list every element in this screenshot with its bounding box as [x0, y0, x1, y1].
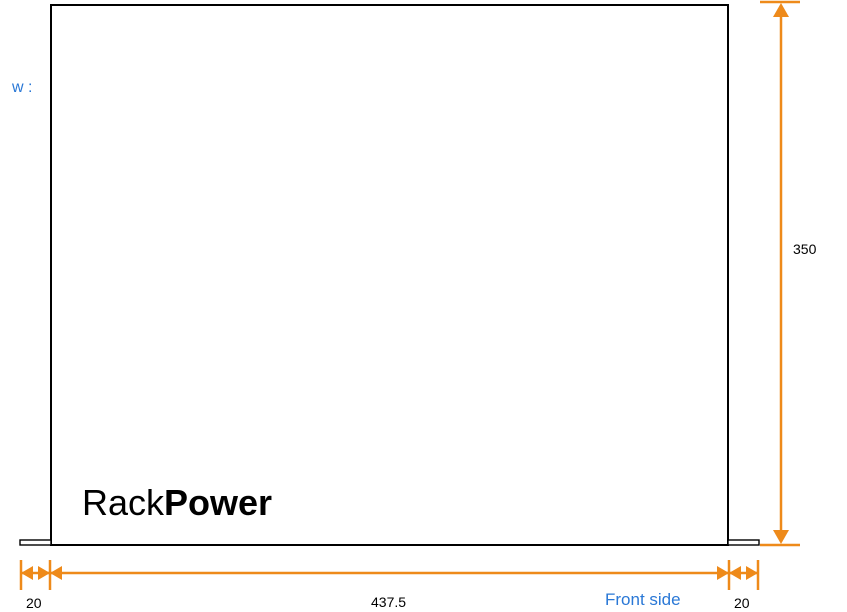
width-arrow-left [50, 566, 62, 580]
chassis-outline [50, 4, 729, 546]
brand-logo-regular: Rack [82, 482, 165, 523]
brand-logo-bold: Power [164, 482, 272, 523]
view-label: w : [11, 79, 32, 96]
left-ear-arrow-start [21, 566, 33, 580]
height-arrow-top [773, 3, 789, 17]
right-ear-arrow [729, 566, 741, 580]
left-ear-dimension-label: 20 [26, 595, 42, 611]
right-ear-dimension-label: 20 [734, 595, 750, 611]
height-dimension-label: 350 [793, 241, 817, 257]
width-dimension-chain [19, 560, 760, 590]
height-arrow-bottom [773, 530, 789, 544]
height-dimension [760, 0, 800, 547]
brand-logo: RackPower [82, 482, 272, 523]
right-mounting-ear [727, 539, 760, 546]
width-arrow-right [717, 566, 729, 580]
right-ear-arrow-end [746, 566, 758, 580]
front-side-label: Front side [605, 590, 681, 609]
width-dimension-label: 437.5 [371, 594, 406, 610]
left-mounting-ear [19, 539, 52, 546]
left-ear-arrow [38, 566, 50, 580]
